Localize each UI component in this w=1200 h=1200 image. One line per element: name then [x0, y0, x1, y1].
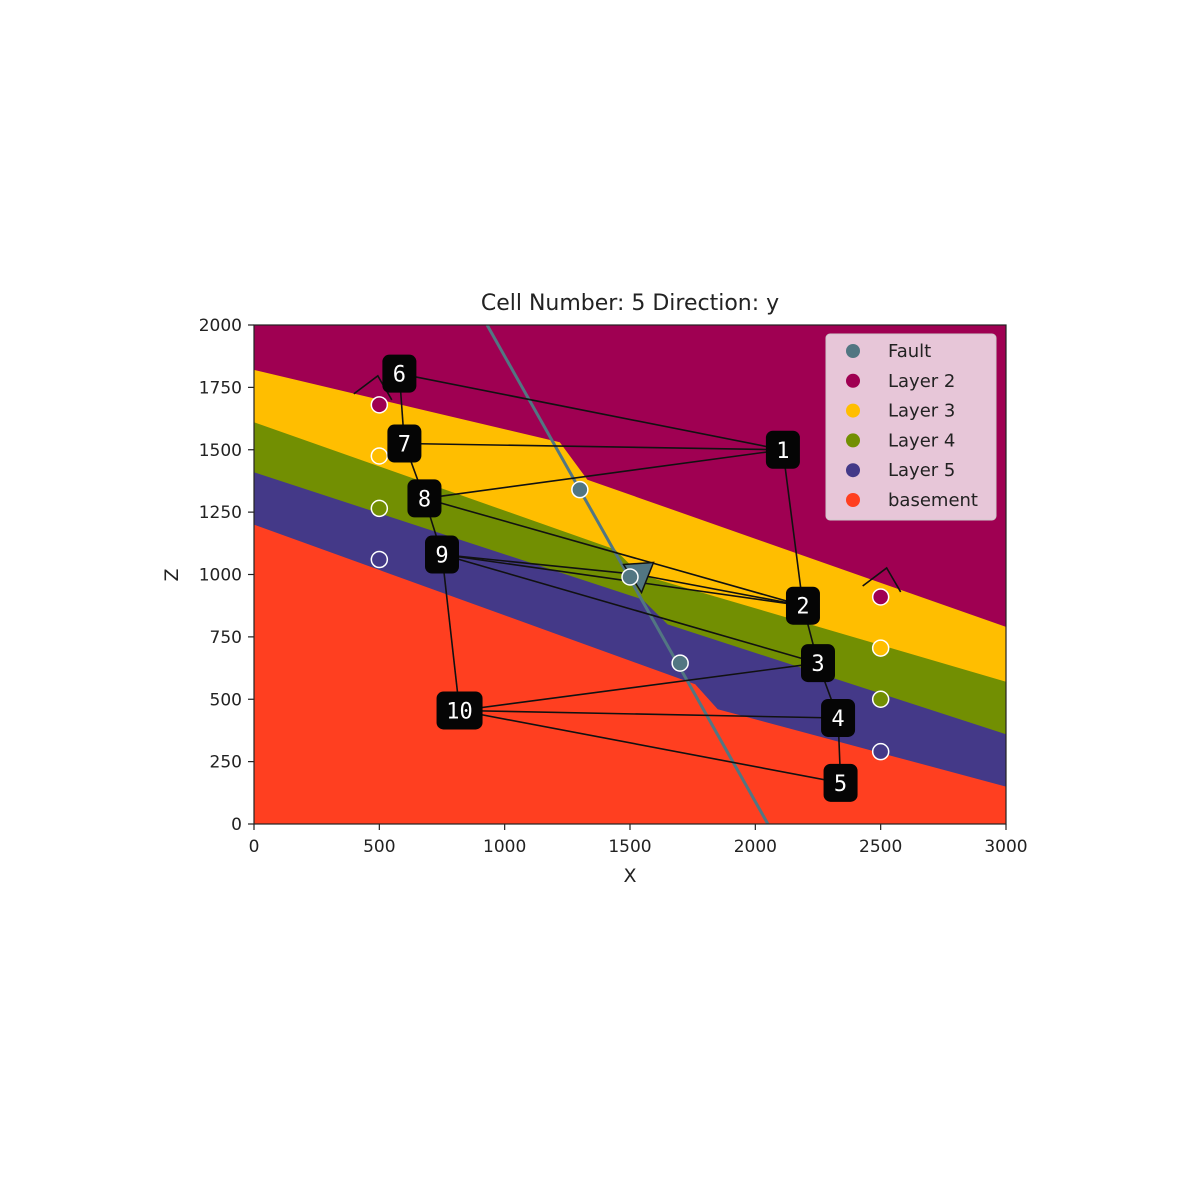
layer-fill-basement — [254, 524, 1006, 824]
y-tick-label: 1750 — [199, 378, 242, 398]
annotation-connector — [637, 573, 804, 607]
y-tick-label: 1250 — [199, 503, 242, 523]
annotation-box — [821, 698, 856, 737]
surface-point-layer-3 — [370, 447, 389, 465]
annotation-label: 8 — [418, 487, 431, 512]
surface-point-fault — [671, 654, 689, 672]
layer-orientation-marker — [862, 566, 902, 593]
legend-box — [825, 333, 997, 521]
annotation-label: 1 — [776, 439, 789, 464]
legend-marker — [846, 373, 860, 388]
annotation-box — [436, 691, 483, 730]
annotation-connector — [441, 553, 638, 576]
annotation-box — [407, 479, 442, 518]
x-tick-label: 0 — [249, 837, 260, 857]
annotation-label: 9 — [435, 544, 448, 569]
surface-point-fault — [571, 480, 589, 499]
legend: Fault Layer 2 Layer 3 Layer 4 Layer 5 basemen… — [825, 333, 997, 521]
surface-point-layer-3 — [871, 639, 890, 657]
x-axis-label: X — [623, 865, 636, 887]
annotation-box — [382, 354, 417, 393]
x-axis-ticks: 0 500 1000 1500 2000 2500 3000 — [249, 824, 1028, 857]
annotation-box — [765, 430, 800, 469]
x-tick-label: 3000 — [984, 837, 1027, 857]
y-tick-label: 2000 — [199, 316, 242, 336]
surface-point-layer-2 — [871, 588, 890, 606]
surface-point-layer-5 — [370, 550, 389, 569]
legend-marker — [846, 463, 860, 478]
surface-point-layer-5 — [871, 742, 890, 761]
legend-marker — [846, 344, 860, 358]
annotation-box — [823, 763, 858, 802]
legend-label: Fault — [888, 341, 931, 362]
annotation-label: 4 — [831, 707, 844, 732]
x-tick-label: 2000 — [734, 837, 777, 857]
legend-label: basement — [888, 490, 978, 511]
annotation-connector — [441, 554, 461, 711]
legend-marker — [846, 403, 860, 418]
y-tick-label: 1000 — [199, 566, 242, 586]
surface-point-layer-4 — [370, 499, 389, 518]
x-tick-label: 2500 — [859, 837, 902, 857]
legend-label: Layer 3 — [888, 401, 955, 422]
surface-point-layer-4 — [871, 690, 890, 708]
annotation-label: 5 — [834, 772, 847, 797]
x-tick-label: 500 — [363, 837, 395, 857]
legend-marker — [846, 433, 860, 448]
annotation-labels: 1 2 3 4 5 6 7 8 9 10 — [382, 354, 858, 802]
annotation-label: 3 — [811, 652, 824, 677]
y-tick-label: 500 — [210, 690, 242, 710]
annotation-box — [425, 535, 459, 574]
legend-marker — [846, 493, 860, 507]
chart-title: Cell Number: 5 Direction: y — [481, 291, 779, 316]
annotation-label: 2 — [796, 595, 809, 620]
y-tick-label: 250 — [210, 753, 242, 773]
y-axis-ticks: 0 250 500 750 1000 1250 1500 1750 2000 — [199, 316, 254, 835]
y-tick-label: 1500 — [199, 441, 242, 461]
y-tick-label: 750 — [210, 628, 242, 648]
surface-point-fault — [621, 568, 639, 586]
legend-label: Layer 5 — [888, 460, 955, 481]
annotation-label: 10 — [446, 699, 473, 724]
y-tick-label: 0 — [231, 815, 242, 835]
surface-points — [370, 396, 890, 761]
annotation-label: 6 — [393, 363, 406, 388]
annotation-box — [801, 644, 835, 683]
annotation-connector-path — [399, 372, 842, 784]
annotation-box — [785, 586, 820, 625]
annotation-box — [387, 424, 422, 463]
x-tick-label: 1000 — [483, 837, 526, 857]
legend-label: Layer 2 — [888, 371, 955, 392]
annotation-label: 7 — [398, 433, 411, 458]
x-tick-label: 1500 — [608, 837, 651, 857]
y-axis-label: Z — [161, 568, 183, 581]
legend-label: Layer 4 — [888, 430, 955, 451]
surface-point-layer-2 — [370, 396, 389, 414]
